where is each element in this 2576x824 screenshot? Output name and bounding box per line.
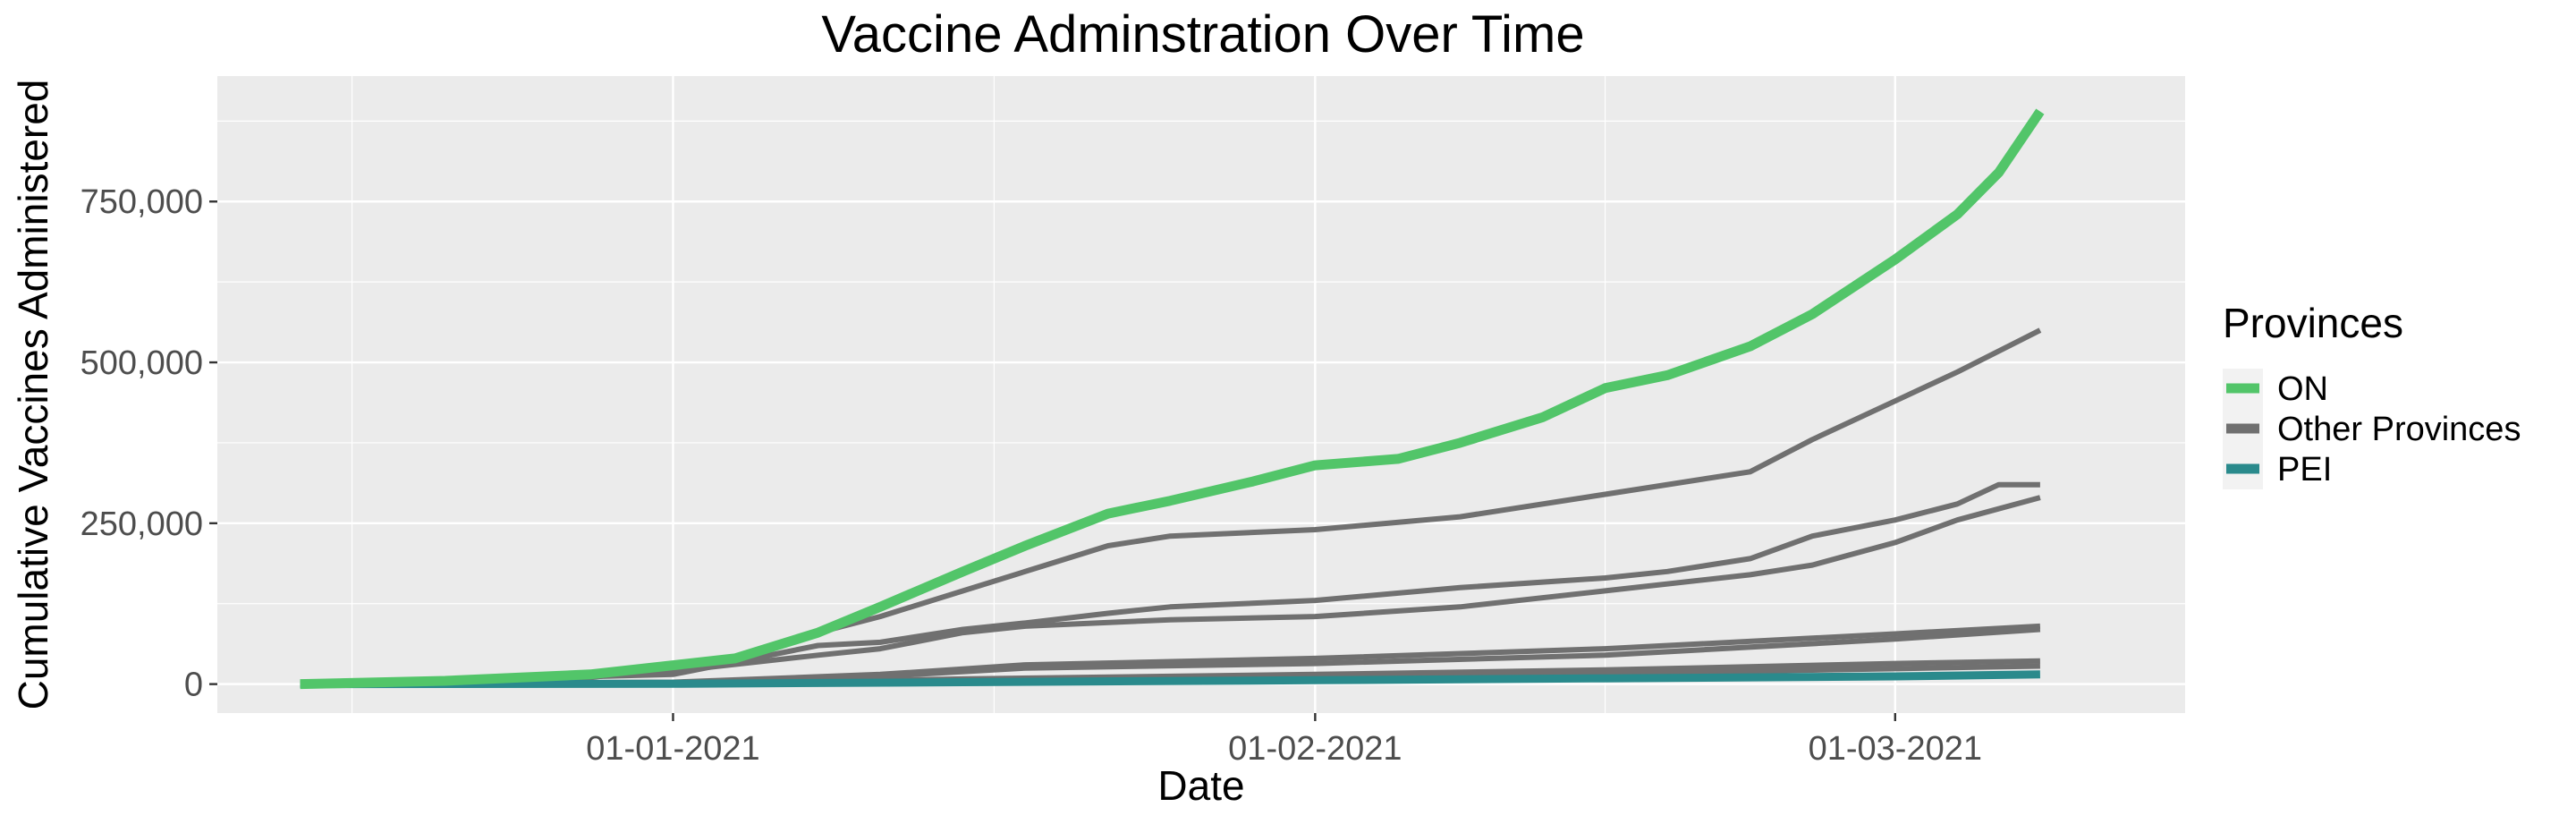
- y-tick-label: 0: [184, 667, 203, 704]
- y-tick-label: 750,000: [80, 183, 203, 221]
- y-axis: 0 250,000 500,000 750,000: [80, 183, 217, 704]
- legend-label: Other Provinces: [2277, 411, 2521, 448]
- series-line-pei-1: [300, 670, 2040, 689]
- legend-title: Provinces: [2223, 300, 2403, 346]
- series-lines: [300, 108, 2045, 690]
- series-line-other-provinces-2: [300, 481, 2040, 687]
- y-tick-label: 500,000: [80, 344, 203, 382]
- series-line-on-1: [300, 108, 2045, 690]
- x-axis-title: Date: [1157, 762, 1244, 809]
- chart-title: Vaccine Adminstration Over Time: [821, 5, 1584, 64]
- y-tick-label: 250,000: [80, 505, 203, 543]
- x-tick-label: 01-03-2021: [1809, 730, 1982, 768]
- legend-label: ON: [2277, 370, 2328, 408]
- x-tick-label: 01-02-2021: [1228, 730, 1402, 768]
- series-line-other-provinces-3: [300, 495, 2041, 687]
- x-axis: 01-01-2021 01-02-2021 01-03-2021: [586, 713, 1982, 768]
- x-tick-label: 01-01-2021: [586, 730, 759, 768]
- legend-label: PEI: [2277, 451, 2332, 488]
- y-axis-title: Cumulative Vaccines Administered: [10, 80, 56, 710]
